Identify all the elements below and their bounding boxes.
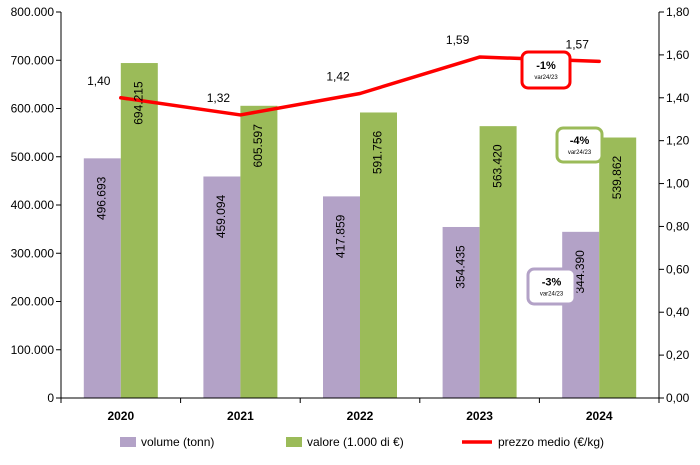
bar-valore-2023	[479, 126, 517, 399]
variation-callout-value: -1%	[536, 60, 556, 72]
price-line-layer	[119, 55, 601, 117]
y-left-tick-label: 0	[47, 391, 54, 405]
bar-volume-value-label: 417.859	[334, 214, 348, 258]
y-right-tick-label: 0,80	[666, 219, 690, 233]
y-right-tick-label: 1,20	[666, 134, 690, 148]
x-category-label: 2022	[347, 409, 374, 423]
y-left-tick-label: 300.000	[11, 246, 55, 260]
bar-volume-value-label: 354.435	[453, 245, 467, 289]
legend: volume (tonn) valore (1.000 di €) prezzo m…	[120, 435, 604, 449]
y-right-tick-label: 1,40	[666, 91, 690, 105]
bar-volume-2023	[442, 226, 480, 398]
bar-volume-2020	[83, 158, 121, 398]
variation-callout-sub: var24/23	[534, 75, 558, 81]
variation-callout-box	[526, 267, 577, 306]
x-category-label: 2021	[227, 409, 254, 423]
y-right-tick-label: 0,40	[666, 305, 690, 319]
y-right-tick-label: 1,00	[666, 177, 690, 191]
x-category-label: 2024	[586, 409, 613, 423]
bar-volume-value-label: 496.693	[94, 176, 108, 220]
y-right-tick-label: 0,20	[666, 348, 690, 362]
variation-callout-value: -3%	[542, 277, 562, 289]
bar-valore-2024	[599, 137, 637, 398]
bar-valore-value-label: 539.862	[610, 156, 624, 200]
y-right-tick-label: 1,60	[666, 48, 690, 62]
y-left-tick-label: 500.000	[11, 150, 55, 164]
variation-callout-sub: var24/23	[540, 292, 564, 298]
legend-label-price: prezzo medio (€/kg)	[498, 435, 604, 449]
y-left-tick-label: 100.000	[11, 343, 55, 357]
bar-volume-2024	[562, 231, 600, 398]
y-right-tick-label: 0,60	[666, 262, 690, 276]
bar-volume-2022	[323, 196, 360, 398]
legend-swatch-volume	[120, 437, 136, 447]
labels-layer: 496.693 694.215 459.094 605.597 417.859 591.7…	[87, 33, 624, 293]
price-value-label: 1,32	[207, 91, 231, 105]
bar-volume-value-label: 459.094	[214, 194, 228, 238]
variation-callout-box	[555, 126, 604, 164]
bar-valore-value-label: 605.597	[251, 124, 265, 168]
y-right-tick-label: 0,00	[666, 391, 690, 405]
callouts-layer: -1% var24/23 -4% var24/23 -3% var24/23	[520, 50, 604, 306]
y-left-tick-label: 800.000	[11, 5, 55, 19]
y-left-tick-label: 600.000	[11, 102, 55, 116]
price-value-label: 1,40	[87, 74, 111, 88]
bar-valore-value-label: 563.420	[490, 144, 504, 188]
x-category-label: 2023	[466, 409, 493, 423]
bar-valore-2020	[120, 63, 158, 399]
legend-swatch-valore	[286, 437, 302, 447]
variation-callout-box	[520, 50, 572, 90]
y-left-tick-label: 400.000	[11, 198, 55, 212]
price-value-label: 1,42	[326, 69, 350, 83]
bar-volume-2021	[203, 176, 241, 398]
variation-callout-sub: var24/23	[568, 150, 592, 156]
bars-layer	[83, 63, 637, 399]
y-right-tick-label: 1,80	[666, 5, 690, 19]
bar-valore-2022	[360, 112, 397, 399]
y-left-tick-label: 200.000	[11, 295, 55, 309]
variation-callout-value: -4%	[570, 135, 590, 147]
y-left-tick-label: 700.000	[11, 53, 55, 67]
price-value-label: 1,59	[446, 33, 470, 47]
price-line	[119, 55, 601, 117]
bar-valore-value-label: 694.215	[131, 81, 145, 125]
bar-valore-value-label: 591.756	[371, 130, 385, 174]
bar-valore-2021	[240, 105, 278, 399]
axes-layer: 0 100.000 200.000 300.000 400.000 500.000 600.…	[11, 5, 690, 423]
legend-label-valore: valore (1.000 di €)	[307, 435, 404, 449]
legend-label-volume: volume (tonn)	[141, 435, 214, 449]
x-category-label: 2020	[107, 409, 134, 423]
price-value-label: 1,57	[566, 37, 590, 51]
